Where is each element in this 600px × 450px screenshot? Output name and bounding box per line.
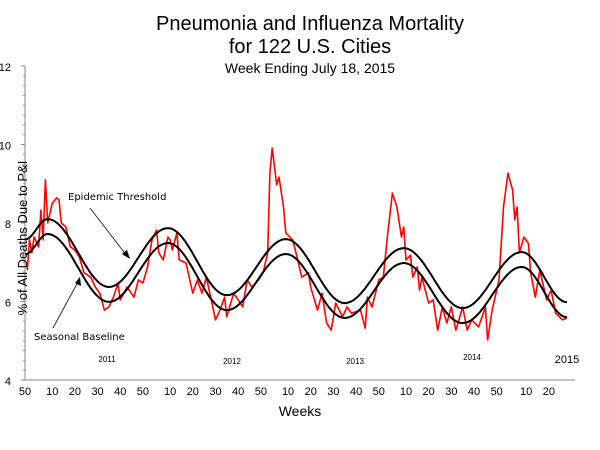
- x-tick-label: 50: [19, 386, 31, 398]
- y-tick-label: 4: [5, 376, 11, 388]
- x-tick-label: 10: [520, 386, 532, 398]
- x-tick-label: 30: [209, 386, 221, 398]
- x-tick-label: 30: [91, 386, 103, 398]
- year-label: 2015: [555, 354, 579, 366]
- year-label: 2012: [223, 357, 241, 366]
- x-tick-label: 30: [445, 386, 457, 398]
- x-tick-label: 20: [423, 386, 435, 398]
- x-tick-label: 20: [543, 386, 555, 398]
- y-tick-label: 12: [0, 62, 11, 74]
- x-tick-label: 50: [491, 386, 503, 398]
- y-tick-label: 10: [0, 141, 11, 153]
- x-tick-label: 40: [232, 386, 244, 398]
- year-label: 2011: [98, 355, 116, 364]
- x-tick-label: 20: [305, 386, 317, 398]
- x-tick-label: 20: [187, 386, 199, 398]
- threshold-arrow: [89, 207, 128, 257]
- x-tick-label: 30: [327, 386, 339, 398]
- chart-title: Pneumonia and Influenza Mortality: [156, 13, 464, 35]
- threshold-arrowhead: [122, 250, 130, 259]
- x-tick-label: 10: [400, 386, 412, 398]
- x-tick-label: 10: [282, 386, 294, 398]
- x-tick-label: 50: [255, 386, 267, 398]
- x-axis-label: Weeks: [279, 403, 322, 419]
- y-axis-label: % of All Deaths Due to P&I: [15, 161, 30, 316]
- chart-subtitle: Week Ending July 18, 2015: [225, 60, 395, 76]
- x-tick-label: 40: [468, 386, 480, 398]
- x-tick-label: 50: [373, 386, 385, 398]
- baseline-arrowhead: [75, 277, 81, 286]
- baseline-arrow: [52, 281, 79, 329]
- x-tick-label: 50: [137, 386, 149, 398]
- observed-line: [26, 147, 568, 341]
- annotations: Epidemic Threshold Seasonal Baseline: [34, 192, 166, 343]
- y-tick-label: 6: [5, 298, 11, 310]
- year-label: 2014: [463, 353, 481, 362]
- x-tick-label: 20: [69, 386, 81, 398]
- y-tick-label: 8: [5, 219, 11, 231]
- epidemic-threshold-annotation: Epidemic Threshold: [68, 192, 166, 203]
- chart-title-line2: for 122 U.S. Cities: [229, 36, 391, 58]
- x-tick-label: 10: [164, 386, 176, 398]
- x-tick-label: 10: [46, 386, 58, 398]
- x-tick-label: 40: [114, 386, 126, 398]
- baseline-line: [24, 233, 568, 325]
- x-tick-label: 40: [350, 386, 362, 398]
- year-label: 2013: [346, 357, 364, 366]
- threshold-line: [24, 218, 568, 310]
- seasonal-baseline-annotation: Seasonal Baseline: [34, 332, 125, 343]
